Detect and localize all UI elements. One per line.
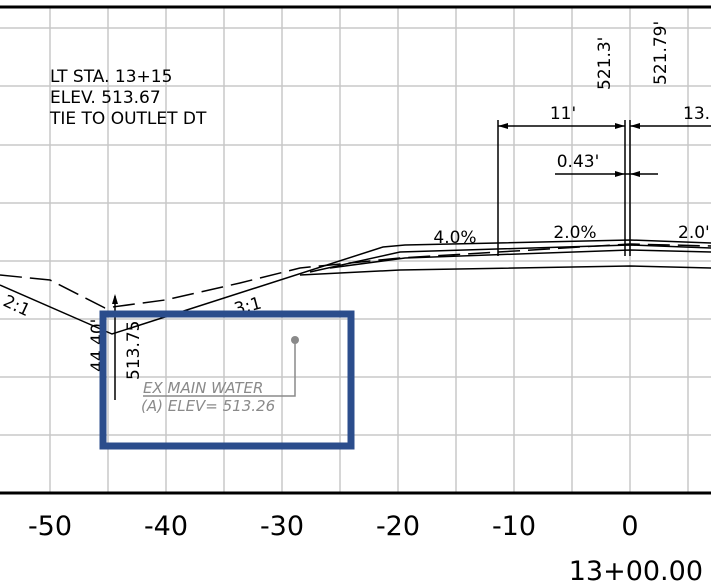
utility-elevation: (A) ELEV= 513.26	[141, 397, 275, 415]
elevation-label: 513.75	[124, 321, 144, 380]
elevation-label: 521.79'	[651, 21, 671, 85]
x-tick-label: -50	[28, 511, 72, 542]
elevation-label: 521.3'	[595, 37, 615, 90]
station-note: LT STA. 13+15	[50, 67, 172, 87]
tie-note: TIE TO OUTLET DT	[49, 109, 207, 129]
slope-label: 4.0%	[433, 228, 476, 248]
x-axis: -50 -40 -30 -20 -10 0	[28, 511, 639, 542]
x-tick-label: -20	[376, 511, 420, 542]
utility-name: EX MAIN WATER	[143, 379, 263, 397]
dimension-label: 13.	[683, 104, 710, 124]
highlight-box	[99, 310, 355, 450]
slope-label: 2.0%	[553, 223, 596, 243]
slope-label: 2:1	[0, 291, 33, 321]
x-tick-label: -30	[260, 511, 304, 542]
x-tick-label: -40	[144, 511, 188, 542]
x-tick-label: 0	[621, 511, 638, 542]
dimension-label: 0.43'	[557, 152, 600, 172]
elevation-note: ELEV. 513.67	[50, 88, 161, 108]
station-label: 13+00.00	[569, 556, 703, 587]
water-main	[143, 336, 299, 397]
x-tick-label: -10	[492, 511, 536, 542]
profile	[0, 239, 711, 400]
slope-label: 2.0'	[678, 223, 710, 243]
dimensions	[497, 120, 711, 256]
dimension-label: 11'	[550, 104, 576, 124]
